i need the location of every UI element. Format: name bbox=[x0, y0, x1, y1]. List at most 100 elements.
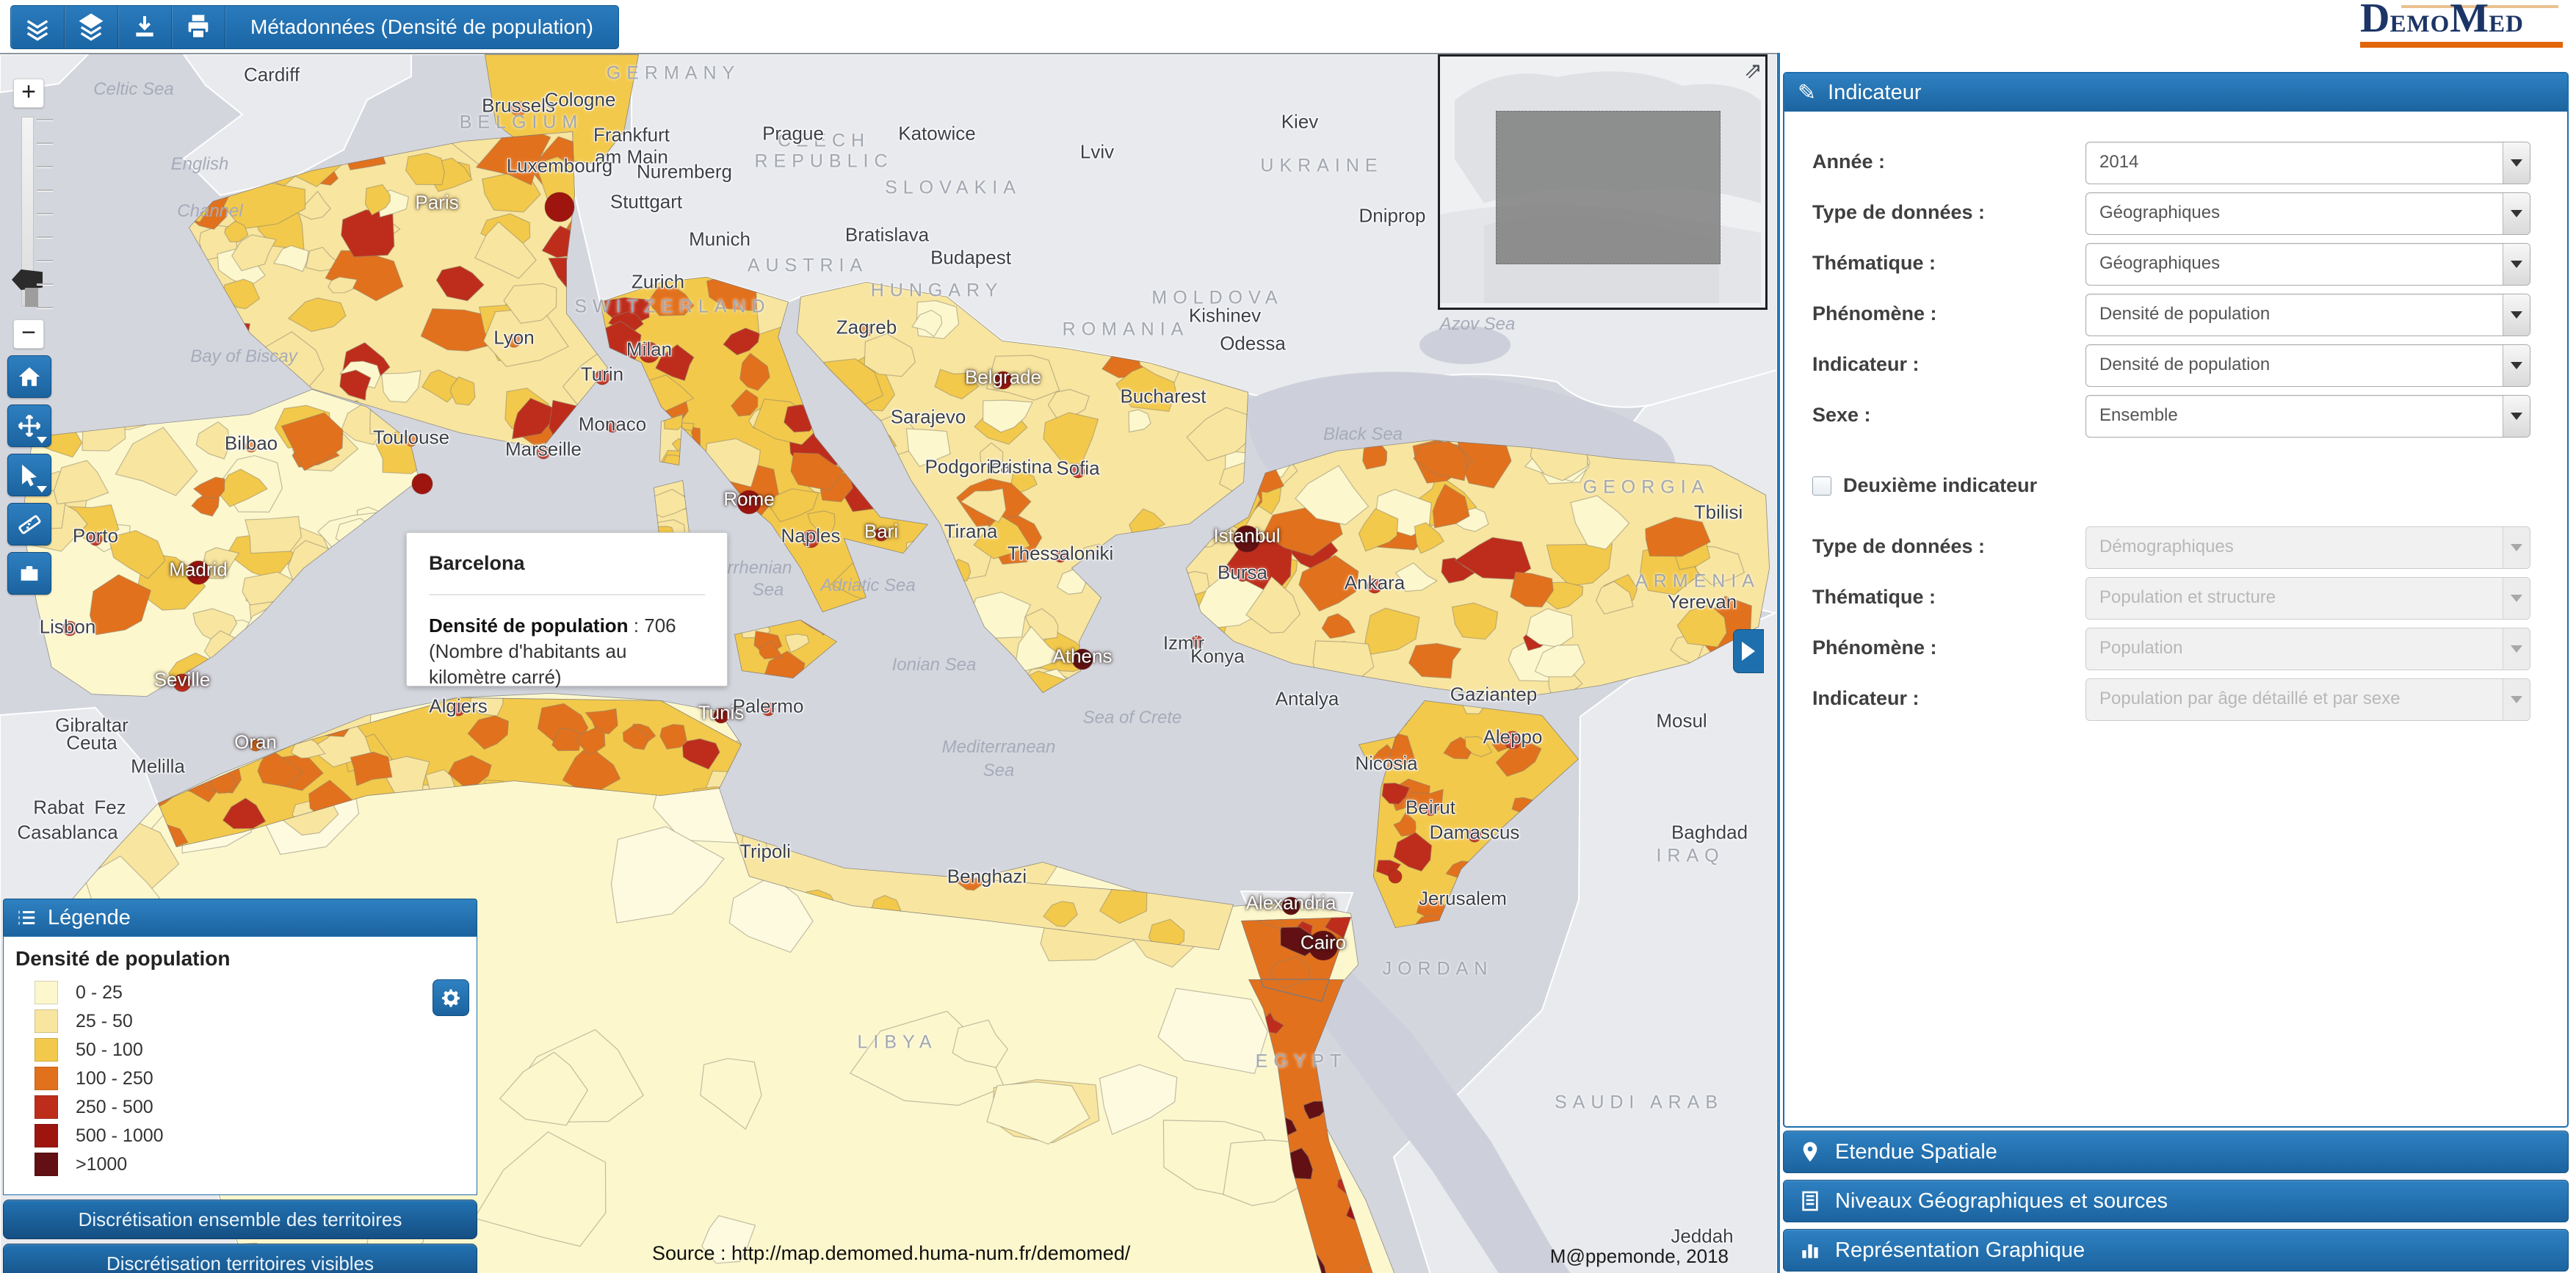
field-select[interactable]: 2014 bbox=[2085, 142, 2530, 184]
legend-class-row: 250 - 500 bbox=[35, 1095, 465, 1119]
document-list-icon bbox=[1802, 1191, 1818, 1211]
chevron-down-icon bbox=[2503, 628, 2530, 670]
legend-swatch bbox=[35, 1067, 58, 1090]
field-select: Population bbox=[2085, 628, 2530, 670]
chevron-down-icon[interactable] bbox=[2503, 142, 2530, 184]
legend-class-label: 50 - 100 bbox=[76, 1039, 143, 1060]
legend-swatch bbox=[35, 1153, 58, 1176]
map-toolbar: Métadonnées (Densité de population) bbox=[10, 5, 619, 49]
field-value: Géographiques bbox=[2099, 253, 2221, 273]
metadata-button[interactable]: Métadonnées (Densité de population) bbox=[225, 6, 618, 48]
home-button[interactable] bbox=[7, 355, 51, 398]
measure-button[interactable] bbox=[7, 503, 51, 545]
chevron-down-icon bbox=[2503, 527, 2530, 568]
map-canvas[interactable]: GERMANY BELGIUM CZECH REPUBLIC SLOVAKIA AUSTR… bbox=[0, 53, 1777, 1273]
form-row: Thématique : Population et structure bbox=[1812, 577, 2547, 620]
chevron-down-icon[interactable] bbox=[2503, 345, 2530, 386]
field-value: Démographiques bbox=[2099, 537, 2234, 556]
legend-class-label: 25 - 50 bbox=[76, 1010, 133, 1031]
workspace-button[interactable] bbox=[7, 552, 51, 595]
field-label: Thématique : bbox=[1812, 586, 1936, 608]
select-button[interactable] bbox=[7, 454, 51, 496]
zoom-tick bbox=[37, 283, 53, 286]
legend-body: Densité de population 0 - 25 25 - 50 50 … bbox=[3, 936, 477, 1195]
zoom-tick bbox=[37, 213, 53, 215]
overview-extent-rectangle[interactable] bbox=[1496, 111, 1721, 264]
zoom-slider-tail bbox=[25, 288, 38, 307]
field-value: Population bbox=[2099, 638, 2183, 658]
legend-class-label: >1000 bbox=[76, 1153, 128, 1175]
pan-button[interactable] bbox=[7, 405, 51, 447]
print-icon[interactable] bbox=[172, 6, 225, 48]
field-label: Indicateur : bbox=[1812, 353, 1920, 375]
legend-header[interactable]: Légende bbox=[3, 899, 477, 936]
tooltip-divider bbox=[429, 594, 705, 595]
overview-inset-map[interactable]: ⇗ bbox=[1438, 54, 1768, 310]
map-pin-icon bbox=[1803, 1142, 1817, 1162]
arrow-right-icon bbox=[1742, 642, 1755, 661]
accordion-representation-graphique[interactable]: Représentation Graphique bbox=[1783, 1229, 2569, 1272]
zoom-tick bbox=[37, 307, 53, 309]
field-label: Type de données : bbox=[1812, 201, 1986, 223]
field-label: Année : bbox=[1812, 150, 1886, 173]
layers-icon[interactable] bbox=[11, 6, 65, 48]
chevron-down-icon[interactable] bbox=[2503, 244, 2530, 285]
field-label: Phénomène : bbox=[1812, 302, 1937, 324]
logo-underline bbox=[2360, 42, 2563, 48]
second-indicator-checkbox[interactable] bbox=[1812, 476, 1831, 496]
second-indicator-checkbox-row[interactable]: Deuxième indicateur bbox=[1812, 474, 2567, 497]
chevron-down-icon[interactable] bbox=[2503, 294, 2530, 336]
chevron-down-icon[interactable] bbox=[2503, 396, 2530, 437]
field-select[interactable]: Géographiques bbox=[2085, 192, 2530, 235]
zoom-tick bbox=[37, 189, 53, 192]
form-row: Sexe : Ensemble bbox=[1812, 395, 2547, 438]
chevron-down-icon bbox=[2503, 679, 2530, 720]
indicator-panel-title: Indicateur bbox=[1828, 80, 1922, 104]
legend-class-row: 500 - 1000 bbox=[35, 1124, 465, 1147]
field-select[interactable]: Densité de population bbox=[2085, 344, 2530, 387]
field-select[interactable]: Densité de population bbox=[2085, 294, 2530, 336]
zoom-in-button[interactable]: + bbox=[13, 79, 44, 108]
field-select: Population par âge détaillé et par sexe bbox=[2085, 678, 2530, 721]
second-indicator-label: Deuxième indicateur bbox=[1843, 474, 2038, 496]
legend-swatch bbox=[35, 1009, 58, 1033]
field-value: Géographiques bbox=[2099, 203, 2221, 222]
legend-swatch bbox=[35, 1124, 58, 1147]
form-row: Type de données : Démographiques bbox=[1812, 526, 2547, 569]
zoom-tick bbox=[37, 142, 53, 145]
accordion-niveaux-geographiques[interactable]: Niveaux Géographiques et sources bbox=[1783, 1180, 2569, 1222]
legend-class-label: 250 - 500 bbox=[76, 1096, 153, 1117]
legend-class-label: 0 - 25 bbox=[76, 982, 123, 1003]
legend-title: Densité de population bbox=[15, 947, 231, 970]
form-row: Phénomène : Densité de population bbox=[1812, 294, 2547, 336]
collapse-inset-icon[interactable]: ⇗ bbox=[1743, 59, 1762, 83]
legend-swatch bbox=[35, 1095, 58, 1119]
download-icon[interactable] bbox=[118, 6, 172, 48]
gear-icon[interactable] bbox=[433, 979, 469, 1016]
sidebar-collapse-tab[interactable] bbox=[1733, 629, 1764, 673]
field-value: Population et structure bbox=[2099, 587, 2276, 607]
chevron-down-icon bbox=[2503, 578, 2530, 619]
layers-stack-icon[interactable] bbox=[65, 6, 118, 48]
chevron-down-icon[interactable] bbox=[2503, 193, 2530, 234]
field-select: Population et structure bbox=[2085, 577, 2530, 620]
legend-class-row: 100 - 250 bbox=[35, 1067, 465, 1090]
legend-class-label: 500 - 1000 bbox=[76, 1125, 164, 1146]
zoom-tick bbox=[37, 119, 53, 121]
tooltip-title: Barcelona bbox=[429, 552, 525, 574]
discretisation-all-button[interactable]: Discrétisation ensemble des territoires bbox=[3, 1200, 477, 1239]
field-label: Thématique : bbox=[1812, 252, 1936, 274]
form-row: Thématique : Géographiques bbox=[1812, 243, 2547, 286]
discretisation-visible-button[interactable]: Discrétisation territoires visibles bbox=[3, 1244, 477, 1273]
form-row: Année : 2014 bbox=[1812, 142, 2547, 184]
indicator-panel-header[interactable]: ✎ Indicateur bbox=[1784, 73, 2567, 112]
accordion-etendue-spatiale[interactable]: Etendue Spatiale bbox=[1783, 1131, 2569, 1173]
field-select[interactable]: Ensemble bbox=[2085, 395, 2530, 438]
field-value: Densité de population bbox=[2099, 355, 2271, 374]
zoom-tick bbox=[37, 166, 53, 168]
field-select[interactable]: Géographiques bbox=[2085, 243, 2530, 286]
second-indicator-fields: Type de données : Démographiques Thémati… bbox=[1784, 526, 2567, 721]
zoom-out-button[interactable]: − bbox=[13, 319, 44, 349]
legend-class-row: 0 - 25 bbox=[35, 981, 465, 1004]
